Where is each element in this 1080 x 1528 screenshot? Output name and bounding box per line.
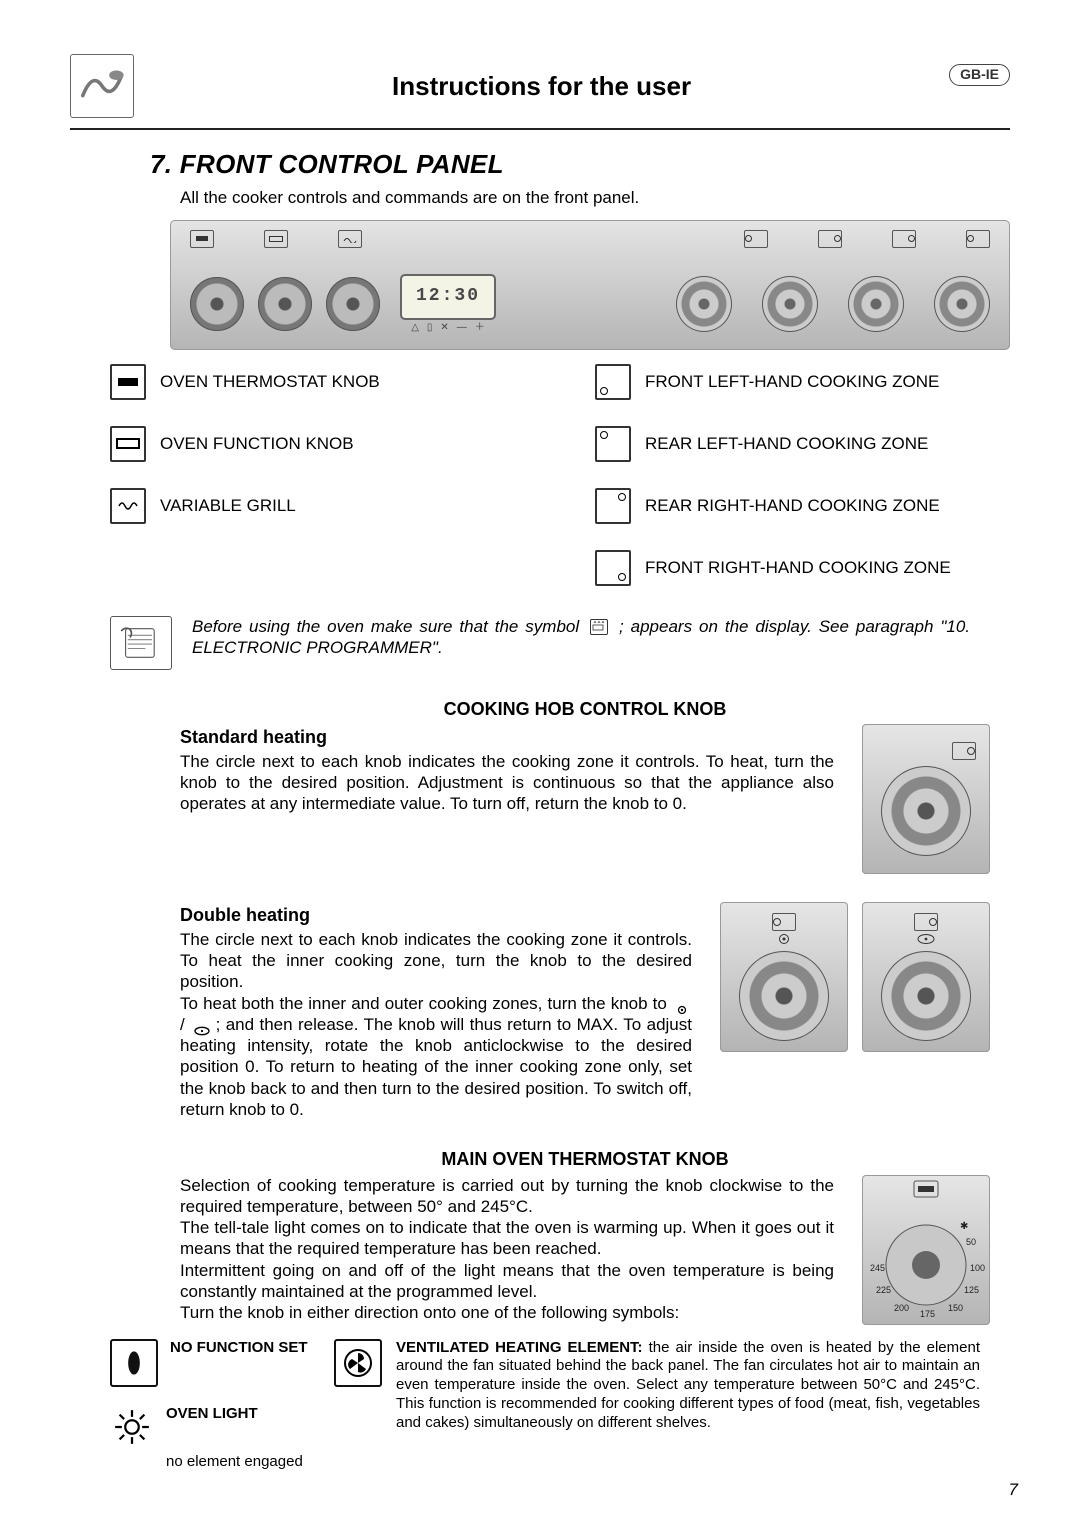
legend-label: REAR LEFT-HAND COOKING ZONE bbox=[645, 433, 928, 454]
front-right-zone-icon bbox=[595, 550, 631, 586]
thermo-t4: Turn the knob in either direction onto o… bbox=[180, 1302, 834, 1323]
indicator-icon bbox=[264, 230, 288, 248]
note-icon bbox=[110, 616, 172, 670]
svg-text:50: 50 bbox=[966, 1237, 976, 1247]
function-row: NO FUNCTION SET bbox=[110, 1339, 980, 1472]
standard-heating-text: The circle next to each knob indicates t… bbox=[180, 751, 834, 815]
indicator-icon bbox=[190, 230, 214, 248]
note-text: Before using the oven make sure that the… bbox=[192, 616, 970, 659]
zone-indicator-icon bbox=[744, 230, 768, 248]
ventilated-label: VENTILATED HEATING ELEMENT: bbox=[396, 1339, 649, 1356]
thermostat-dial-illustration: ✱ 50 100 125 150 175 200 225 245 bbox=[862, 1175, 990, 1325]
svg-text:150: 150 bbox=[948, 1303, 963, 1313]
variable-grill-icon bbox=[110, 488, 146, 524]
legend-label: REAR RIGHT-HAND COOKING ZONE bbox=[645, 495, 940, 516]
double-heating-section: Double heating The circle next to each k… bbox=[180, 902, 990, 1120]
legend-item: FRONT LEFT-HAND COOKING ZONE bbox=[595, 364, 1010, 400]
legend-label: FRONT LEFT-HAND COOKING ZONE bbox=[645, 371, 939, 392]
hob-knob-icon bbox=[762, 276, 818, 332]
outer-zone-symbol-icon bbox=[193, 1020, 207, 1030]
dh2b: / bbox=[180, 1015, 190, 1034]
front-panel-illustration: 12:30 △ ▯ ✕ — ＋ bbox=[170, 220, 1010, 350]
double-heating-title: Double heating bbox=[180, 904, 692, 927]
svg-text:125: 125 bbox=[964, 1285, 979, 1295]
legend-item: FRONT RIGHT-HAND COOKING ZONE bbox=[595, 550, 1010, 586]
zone-indicator-icon bbox=[892, 230, 916, 248]
single-knob-illustration bbox=[862, 724, 990, 874]
standard-heating-title: Standard heating bbox=[180, 726, 834, 749]
svg-text:225: 225 bbox=[876, 1285, 891, 1295]
thermostat-knob-icon bbox=[110, 364, 146, 400]
oven-symbol-icon bbox=[590, 619, 608, 635]
note-pre: Before using the oven make sure that the… bbox=[192, 617, 586, 636]
front-left-zone-icon bbox=[595, 364, 631, 400]
dh2c: ; and then release. The knob will thus r… bbox=[180, 1015, 692, 1119]
hob-knob-icon bbox=[934, 276, 990, 332]
legend-item: OVEN FUNCTION KNOB bbox=[110, 426, 525, 462]
legend-area: OVEN THERMOSTAT KNOB OVEN FUNCTION KNOB … bbox=[110, 364, 1010, 612]
thermostat-text-block: Selection of cooking temperature is carr… bbox=[180, 1175, 834, 1324]
hob-knob-icon bbox=[848, 276, 904, 332]
hob-section: COOKING HOB CONTROL KNOB Standard heatin… bbox=[180, 698, 990, 875]
oven-light-label: OVEN LIGHT bbox=[166, 1405, 258, 1424]
section-intro: All the cooker controls and commands are… bbox=[180, 187, 1010, 208]
double-knob-illustration-b bbox=[862, 902, 990, 1052]
ventilated-text-block: VENTILATED HEATING ELEMENT: the air insi… bbox=[396, 1339, 980, 1433]
language-badge: GB-IE bbox=[949, 64, 1010, 86]
legend-item: VARIABLE GRILL bbox=[110, 488, 525, 524]
svg-text:100: 100 bbox=[970, 1263, 985, 1273]
inner-zone-symbol-icon bbox=[675, 999, 689, 1009]
function-left-column: NO FUNCTION SET bbox=[110, 1339, 320, 1472]
header-rule bbox=[70, 128, 1010, 130]
clock-display: 12:30 bbox=[400, 274, 496, 320]
double-heating-text-2: To heat both the inner and outer cooking… bbox=[180, 993, 692, 1121]
no-function-label: NO FUNCTION SET bbox=[170, 1339, 308, 1358]
hob-knob-icon bbox=[676, 276, 732, 332]
double-heating-block: Double heating The circle next to each k… bbox=[180, 902, 692, 1120]
double-heating-text-1: The circle next to each knob indicates t… bbox=[180, 929, 692, 993]
svg-text:✱: ✱ bbox=[960, 1221, 968, 1232]
legend-item: REAR LEFT-HAND COOKING ZONE bbox=[595, 426, 1010, 462]
panel-knob-icon bbox=[326, 277, 380, 331]
standard-heating-block: Standard heating The circle next to each… bbox=[180, 724, 834, 814]
zone-indicator-icon bbox=[966, 230, 990, 248]
section-heading: 7. FRONT CONTROL PANEL bbox=[150, 148, 1010, 181]
oven-light-icon bbox=[110, 1405, 154, 1449]
thermo-t3: Intermittent going on and off of the lig… bbox=[180, 1260, 834, 1303]
legend-item: OVEN THERMOSTAT KNOB bbox=[110, 364, 525, 400]
function-knob-icon bbox=[110, 426, 146, 462]
page-title: Instructions for the user bbox=[134, 60, 949, 103]
indicator-icon bbox=[338, 230, 362, 248]
legend-label: OVEN THERMOSTAT KNOB bbox=[160, 371, 380, 392]
thermostat-section: MAIN OVEN THERMOSTAT KNOB Selection of c… bbox=[180, 1148, 990, 1325]
brand-logo-icon bbox=[70, 54, 134, 118]
svg-text:200: 200 bbox=[894, 1303, 909, 1313]
legend-item: REAR RIGHT-HAND COOKING ZONE bbox=[595, 488, 1010, 524]
dh2a: To heat both the inner and outer cooking… bbox=[180, 994, 672, 1013]
panel-knob-icon bbox=[258, 277, 312, 331]
note-box: Before using the oven make sure that the… bbox=[110, 616, 970, 670]
legend-label: FRONT RIGHT-HAND COOKING ZONE bbox=[645, 557, 951, 578]
thermo-t1: Selection of cooking temperature is carr… bbox=[180, 1175, 834, 1218]
thermo-t2: The tell-tale light comes on to indicate… bbox=[180, 1217, 834, 1260]
ventilated-icon bbox=[334, 1339, 382, 1387]
oven-light-sub: no element engaged bbox=[166, 1453, 320, 1472]
double-knob-illustration-a bbox=[720, 902, 848, 1052]
legend-label: OVEN FUNCTION KNOB bbox=[160, 433, 354, 454]
legend-label: VARIABLE GRILL bbox=[160, 495, 296, 516]
hob-heading: COOKING HOB CONTROL KNOB bbox=[180, 698, 990, 721]
no-function-icon bbox=[110, 1339, 158, 1387]
panel-knob-icon bbox=[190, 277, 244, 331]
zone-indicator-icon bbox=[818, 230, 842, 248]
page-root: Instructions for the user GB-IE 7. FRONT… bbox=[0, 0, 1080, 1528]
page-number: 7 bbox=[1009, 1479, 1018, 1500]
rear-left-zone-icon bbox=[595, 426, 631, 462]
header-row: Instructions for the user GB-IE bbox=[70, 60, 1010, 118]
thermostat-heading: MAIN OVEN THERMOSTAT KNOB bbox=[180, 1148, 990, 1171]
svg-text:175: 175 bbox=[920, 1309, 935, 1319]
rear-right-zone-icon bbox=[595, 488, 631, 524]
svg-text:245: 245 bbox=[870, 1263, 885, 1273]
